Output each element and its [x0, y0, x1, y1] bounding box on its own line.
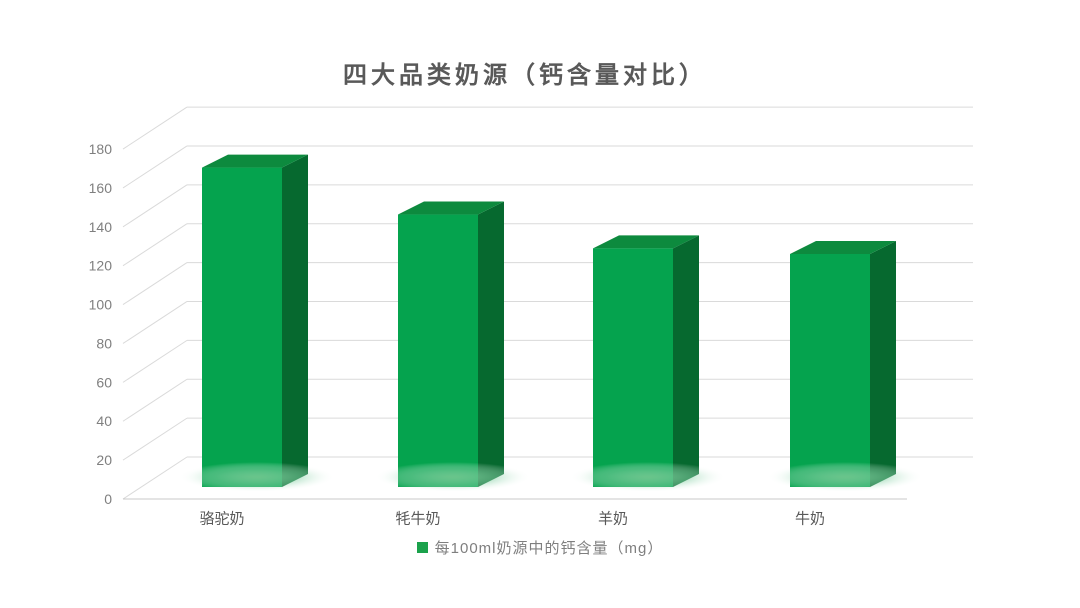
gridline-diagonal — [122, 223, 188, 267]
gridline-diagonal — [122, 184, 188, 228]
bar-base-glow — [767, 462, 923, 492]
bar-side-face — [673, 235, 699, 487]
legend-label: 每100ml奶源中的钙含量（mg） — [434, 540, 664, 557]
bar-front-face — [593, 248, 673, 487]
bar-front-face — [398, 214, 478, 488]
bar-side-face — [478, 201, 504, 488]
bar-column[interactable] — [790, 241, 896, 487]
gridline-diagonal — [122, 301, 188, 344]
bar-top-face — [398, 201, 504, 215]
bar-column[interactable] — [593, 235, 699, 487]
bar-front-face — [202, 167, 282, 487]
bar-column[interactable] — [398, 201, 504, 488]
bars-layer — [179, 154, 923, 492]
y-axis-tick-label: 120 — [89, 258, 113, 274]
legend-marker-icon[interactable] — [416, 542, 428, 553]
bar-top-face — [593, 235, 699, 249]
category-label: 牛奶 — [795, 510, 825, 527]
bar-top-face — [790, 241, 896, 255]
bar-base-glow — [375, 462, 531, 492]
bar-base-glow — [179, 462, 335, 492]
axis-labels-layer: 0 20 40 60 80 100 120 140 160 180 骆驼奶 牦牛奶 羊奶 牛奶 — [89, 141, 825, 527]
gridline-diagonal — [122, 145, 188, 189]
y-axis-tick-label: 180 — [89, 141, 113, 157]
gridline-diagonal — [122, 262, 188, 306]
bar-front-face — [790, 254, 870, 487]
y-axis-tick-label: 80 — [96, 335, 112, 351]
bar-base-glow — [570, 462, 726, 492]
y-axis-tick-label: 0 — [104, 491, 112, 507]
y-axis-tick-label: 140 — [89, 219, 113, 235]
y-axis-tick-label: 20 — [96, 452, 112, 468]
gridline-diagonal — [122, 339, 188, 383]
y-axis-tick-label: 60 — [96, 374, 112, 390]
gridline-diagonal — [122, 417, 188, 461]
chart-title: 四大品类奶源（钙含量对比） — [343, 62, 707, 89]
category-label: 牦牛奶 — [395, 510, 440, 527]
bar-side-face — [282, 154, 308, 487]
gridline-diagonal — [122, 456, 188, 500]
bar-top-face — [202, 154, 308, 168]
gridline-diagonal — [122, 106, 188, 150]
y-axis-tick-label: 160 — [89, 180, 113, 196]
gridline-diagonal — [122, 378, 188, 422]
bar-column[interactable] — [202, 154, 308, 487]
category-label: 羊奶 — [598, 510, 628, 527]
legend[interactable]: 每100ml奶源中的钙含量（mg） — [0, 537, 1080, 558]
category-label: 骆驼奶 — [199, 510, 244, 527]
bar-side-face — [870, 241, 896, 487]
y-axis-tick-label: 100 — [89, 297, 113, 313]
y-axis-tick-label: 40 — [96, 413, 112, 429]
